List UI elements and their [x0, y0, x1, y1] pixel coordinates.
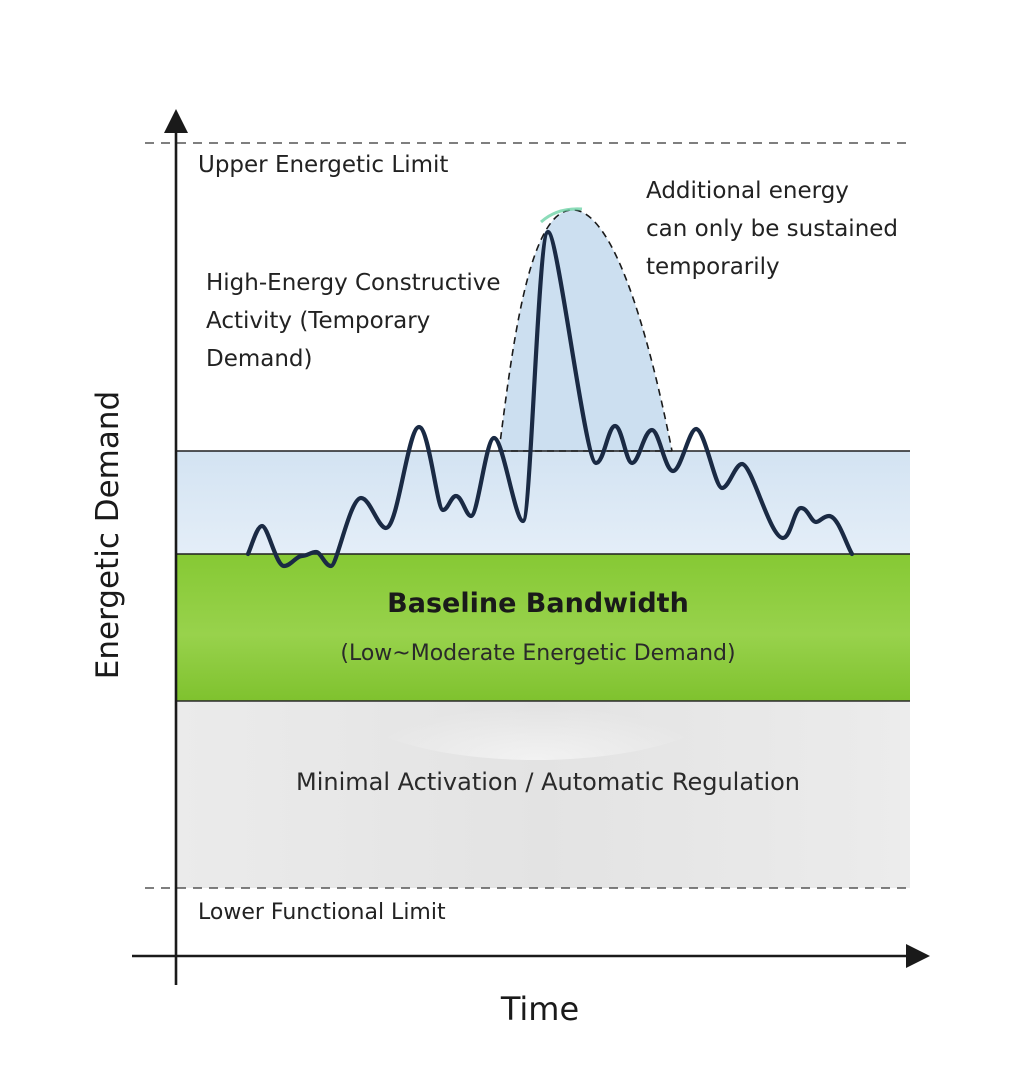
additional-line-1: Additional energy [646, 178, 849, 204]
high-energy-line-1: High-Energy Constructive [206, 270, 501, 296]
additional-line-3: temporarily [646, 254, 780, 280]
y-axis-arrow-icon [164, 109, 188, 133]
energetic-demand-line [245, 229, 855, 569]
additional-energy-annotation: Additional energy can only be sustained … [646, 172, 898, 286]
elevated-demand-band [176, 451, 910, 554]
high-energy-annotation: High-Energy Constructive Activity (Tempo… [206, 264, 501, 378]
baseline-bandwidth-title: Baseline Bandwidth [387, 588, 689, 619]
x-axis-label: Time [500, 990, 580, 1028]
y-axis-label: Energetic Demand [90, 390, 126, 680]
high-energy-line-3: Demand) [206, 346, 313, 372]
high-energy-line-2: Activity (Temporary [206, 308, 431, 334]
lower-limit-label: Lower Functional Limit [198, 900, 446, 925]
peak-tip-highlight [539, 207, 583, 224]
baseline-bandwidth-subtitle: (Low~Moderate Energetic Demand) [340, 641, 736, 666]
baseline-glow [346, 640, 726, 760]
upper-limit-label: Upper Energetic Limit [198, 152, 449, 178]
minimal-activation-label: Minimal Activation / Automatic Regulatio… [296, 768, 800, 796]
peak-envelope-dashed [498, 209, 673, 452]
x-axis-arrow-icon [906, 944, 930, 968]
additional-line-2: can only be sustained [646, 216, 899, 242]
